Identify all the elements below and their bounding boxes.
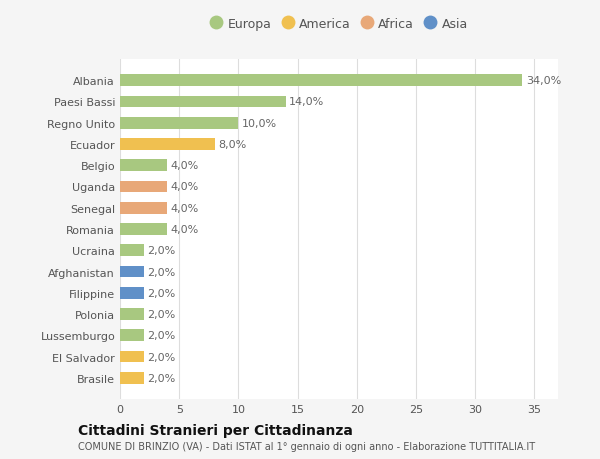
Text: 2,0%: 2,0% (147, 373, 175, 383)
Text: 4,0%: 4,0% (171, 182, 199, 192)
Text: 2,0%: 2,0% (147, 352, 175, 362)
Text: Cittadini Stranieri per Cittadinanza: Cittadini Stranieri per Cittadinanza (78, 423, 353, 437)
Bar (120, 96, 286, 108)
Text: 4,0%: 4,0% (171, 203, 199, 213)
Bar (120, 181, 167, 193)
Bar (120, 75, 523, 87)
Bar (120, 308, 143, 320)
Bar (120, 224, 167, 235)
Text: 2,0%: 2,0% (147, 288, 175, 298)
Text: 34,0%: 34,0% (526, 76, 561, 86)
Text: 2,0%: 2,0% (147, 330, 175, 341)
Bar (120, 139, 215, 151)
Text: 2,0%: 2,0% (147, 246, 175, 256)
Text: 2,0%: 2,0% (147, 309, 175, 319)
Text: 2,0%: 2,0% (147, 267, 175, 277)
Legend: Europa, America, Africa, Asia: Europa, America, Africa, Asia (210, 18, 468, 31)
Text: 8,0%: 8,0% (218, 140, 247, 150)
Bar (120, 118, 238, 129)
Text: 4,0%: 4,0% (171, 161, 199, 171)
Bar (120, 245, 143, 257)
Bar (120, 287, 143, 299)
Text: 14,0%: 14,0% (289, 97, 325, 107)
Text: COMUNE DI BRINZIO (VA) - Dati ISTAT al 1° gennaio di ogni anno - Elaborazione TU: COMUNE DI BRINZIO (VA) - Dati ISTAT al 1… (78, 441, 535, 451)
Text: 10,0%: 10,0% (242, 118, 277, 129)
Bar (120, 202, 167, 214)
Bar (120, 330, 143, 341)
Bar (120, 372, 143, 384)
Text: 4,0%: 4,0% (171, 224, 199, 235)
Bar (120, 160, 167, 172)
Bar (120, 351, 143, 363)
Bar (120, 266, 143, 278)
